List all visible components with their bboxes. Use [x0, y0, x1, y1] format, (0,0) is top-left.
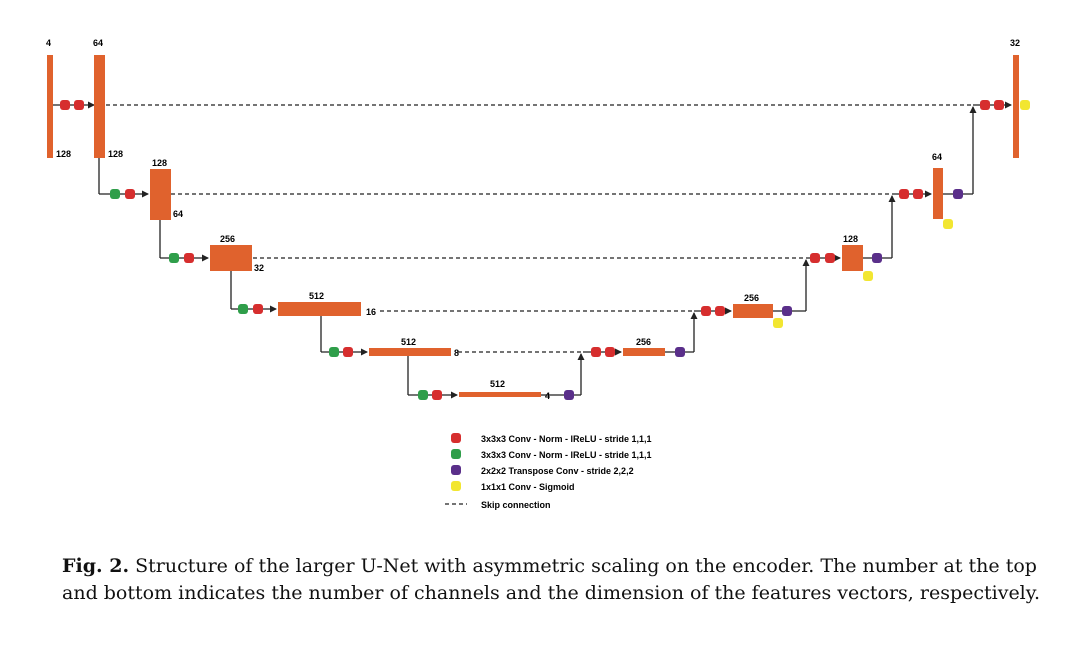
red-dot-icon	[810, 253, 820, 263]
green-dot-icon	[110, 189, 120, 199]
label-input-dim: 128	[56, 149, 71, 159]
figure-caption: Fig. 2. Structure of the larger U-Net wi…	[62, 553, 1052, 607]
label-enc2-dim: 64	[173, 209, 183, 219]
red-dot-icon	[825, 253, 835, 263]
block-dec2	[733, 304, 773, 318]
label-enc5-channels: 512	[401, 337, 416, 347]
red-dot-icon	[74, 100, 84, 110]
label-bottleneck-channels: 512	[490, 379, 505, 389]
purple-dot-icon	[564, 390, 574, 400]
red-dot-icon	[60, 100, 70, 110]
label-dec2-channels: 256	[744, 293, 759, 303]
yellow-dot-icon	[863, 271, 873, 281]
label-enc5-dim: 8	[454, 348, 459, 358]
block-labels: 4 128 64 128 128 64 256 32 512 16 512 8 …	[46, 38, 1020, 401]
label-bottleneck-dim: 4	[545, 391, 550, 401]
legend-label-purple: 2x2x2 Transpose Conv - stride 2,2,2	[481, 466, 634, 476]
green-dot-icon	[418, 390, 428, 400]
green-dot-icon	[451, 449, 461, 459]
label-enc1-channels: 64	[93, 38, 103, 48]
legend-label-skip: Skip connection	[481, 500, 551, 510]
block-bottleneck	[459, 392, 541, 397]
label-enc4-dim: 16	[366, 307, 376, 317]
red-dot-icon	[451, 433, 461, 443]
red-dot-icon	[253, 304, 263, 314]
yellow-dot-icon	[943, 219, 953, 229]
green-dot-icon	[238, 304, 248, 314]
label-dec1-channels: 256	[636, 337, 651, 347]
label-enc3-dim: 32	[254, 263, 264, 273]
yellow-dot-icon	[773, 318, 783, 328]
skip-connections	[106, 104, 973, 353]
legend: 3x3x3 Conv - Norm - lReLU - stride 1,1,1…	[445, 433, 652, 510]
block-input	[47, 55, 53, 158]
block-enc4	[278, 302, 361, 316]
red-dot-icon	[715, 306, 725, 316]
operation-dots	[60, 100, 1030, 400]
block-output	[1013, 55, 1019, 158]
red-dot-icon	[591, 347, 601, 357]
red-dot-icon	[913, 189, 923, 199]
block-enc1	[94, 55, 105, 158]
legend-label-green: 3x3x3 Conv - Norm - lReLU - stride 1,1,1	[481, 450, 652, 460]
label-enc4-channels: 512	[309, 291, 324, 301]
block-enc3	[210, 245, 252, 271]
legend-label-red: 3x3x3 Conv - Norm - lReLU - stride 1,1,1	[481, 434, 652, 444]
label-enc2-channels: 128	[152, 158, 167, 168]
label-enc3-channels: 256	[220, 234, 235, 244]
red-dot-icon	[899, 189, 909, 199]
caption-text: Structure of the larger U-Net with asymm…	[62, 555, 1041, 604]
red-dot-icon	[432, 390, 442, 400]
yellow-dot-icon	[451, 481, 461, 491]
yellow-dot-icon	[1020, 100, 1030, 110]
red-dot-icon	[605, 347, 615, 357]
block-dec3	[842, 245, 863, 271]
label-dec3-channels: 128	[843, 234, 858, 244]
label-output-channels: 32	[1010, 38, 1020, 48]
red-dot-icon	[343, 347, 353, 357]
purple-dot-icon	[675, 347, 685, 357]
label-enc1-dim: 128	[108, 149, 123, 159]
purple-dot-icon	[872, 253, 882, 263]
unet-diagram: 4 128 64 128 128 64 256 32 512 16 512 8 …	[46, 38, 1030, 510]
purple-dot-icon	[451, 465, 461, 475]
red-dot-icon	[980, 100, 990, 110]
block-enc2	[150, 169, 171, 220]
block-dec1	[623, 348, 665, 356]
label-input-channels: 4	[46, 38, 51, 48]
feature-blocks	[47, 55, 1019, 397]
block-dec4	[933, 168, 943, 219]
red-dot-icon	[125, 189, 135, 199]
green-dot-icon	[329, 347, 339, 357]
purple-dot-icon	[782, 306, 792, 316]
red-dot-icon	[701, 306, 711, 316]
red-dot-icon	[184, 253, 194, 263]
block-enc5	[369, 348, 451, 356]
legend-label-yellow: 1x1x1 Conv - Sigmoid	[481, 482, 575, 492]
label-dec4-channels: 64	[932, 152, 942, 162]
green-dot-icon	[169, 253, 179, 263]
purple-dot-icon	[953, 189, 963, 199]
caption-figure-label: Fig. 2.	[62, 555, 130, 577]
red-dot-icon	[994, 100, 1004, 110]
